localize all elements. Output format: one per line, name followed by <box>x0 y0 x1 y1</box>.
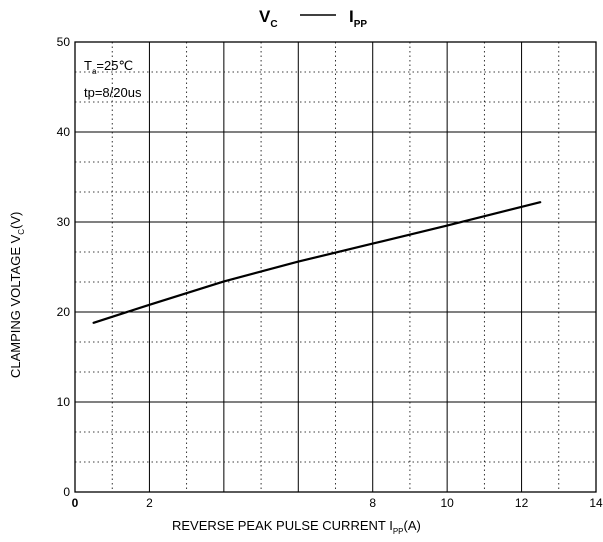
tick-labels: 0 2 8 10 12 14 0 10 20 30 40 50 <box>57 35 603 510</box>
x-axis-label-prefix: REVERSE PEAK PULSE CURRENT I <box>172 518 393 533</box>
y-tick-label: 20 <box>57 305 71 319</box>
x-axis-label-suffix: (A) <box>404 518 421 533</box>
grid <box>75 42 596 492</box>
y-tick-label: 30 <box>57 215 71 229</box>
title-left: VC <box>259 7 278 30</box>
y-tick-label: 50 <box>57 35 71 49</box>
y-axis-label-suffix: (V) <box>8 212 23 229</box>
y-axis-label-sub: C <box>17 229 26 235</box>
x-tick-label: 12 <box>515 496 529 510</box>
x-axis-label: REVERSE PEAK PULSE CURRENT IPP(A) <box>172 518 421 536</box>
x-axis-label-sub: PP <box>393 527 404 536</box>
x-tick-label: 0 <box>72 496 79 510</box>
annotation-pulse: tp=8/20us <box>84 85 142 100</box>
annotation-temperature-rest: =25℃ <box>96 58 133 73</box>
title-right-sub: PP <box>354 19 368 30</box>
annotation-temperature-sub: a <box>92 67 97 76</box>
x-tick-label: 14 <box>589 496 603 510</box>
y-tick-label: 40 <box>57 125 71 139</box>
y-tick-label: 10 <box>57 395 71 409</box>
conditions-annotation: Ta=25℃ tp=8/20us <box>84 58 142 100</box>
x-tick-label: 8 <box>369 496 376 510</box>
series-group <box>92 201 542 324</box>
title-right: IPP <box>349 7 367 30</box>
title-left-main: V <box>259 7 271 26</box>
title-right-main: I <box>349 7 354 26</box>
y-tick-label: 0 <box>63 485 70 499</box>
chart-title: VC IPP <box>259 7 367 30</box>
y-axis-label: CLAMPING VOLTAGE VC(V) <box>8 212 26 378</box>
annotation-temperature: Ta=25℃ <box>84 58 133 76</box>
title-left-sub: C <box>270 19 277 30</box>
y-axis-label-prefix: CLAMPING VOLTAGE V <box>8 234 23 378</box>
series-line <box>92 201 542 324</box>
annotation-temperature-main: T <box>84 58 92 73</box>
x-tick-label: 2 <box>146 496 153 510</box>
plot-frame <box>74 41 597 493</box>
x-tick-label: 10 <box>440 496 454 510</box>
